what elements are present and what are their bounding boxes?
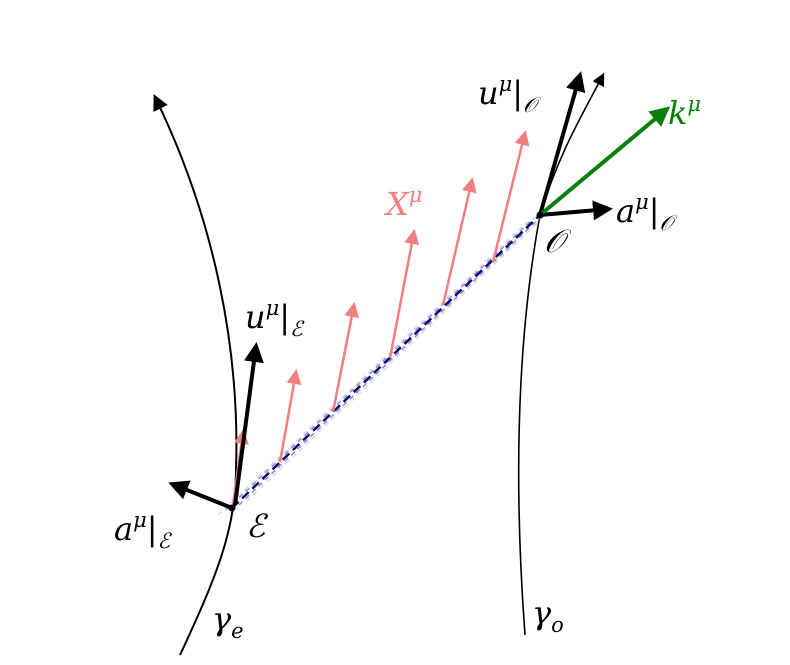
emitter-dot xyxy=(228,504,236,512)
label-u-emitter: uμ|ℰ xyxy=(245,296,305,341)
label-part: γ xyxy=(212,600,232,638)
label-part: μ xyxy=(133,508,147,532)
label-part: 𝒪 xyxy=(523,93,541,117)
label-observer-point: 𝒪 xyxy=(544,222,572,260)
label-part: e xyxy=(231,619,243,643)
label-k: kμ xyxy=(668,92,701,132)
ray-bundle xyxy=(217,207,554,516)
u-observer-arrow xyxy=(538,71,586,216)
label-a-observer: aμ|𝒪 xyxy=(616,190,678,235)
label-part: u xyxy=(245,298,266,336)
k-arrow xyxy=(538,106,671,217)
label-a-emitter: aμ|ℰ xyxy=(114,508,173,553)
label-part: μ xyxy=(687,92,701,116)
label-part: a xyxy=(616,192,635,230)
u-emitter-arrow xyxy=(233,342,264,506)
label-part: k xyxy=(668,94,687,132)
observer-dot xyxy=(536,211,544,219)
label-gamma-o: γo xyxy=(532,594,564,637)
label-part: X xyxy=(383,185,410,223)
label-part: μ xyxy=(635,190,649,214)
label-part: γ xyxy=(532,594,552,632)
a-observer-arrow xyxy=(539,200,613,221)
label-part: μ xyxy=(409,183,423,207)
label-part: ℰ xyxy=(158,529,173,553)
label-part: a xyxy=(114,510,133,548)
label-u-observer: uμ|𝒪 xyxy=(478,72,541,117)
label-part: o xyxy=(551,613,564,637)
label-part: u xyxy=(478,74,499,112)
label-part: μ xyxy=(499,72,513,96)
worldline-observer xyxy=(517,72,605,636)
label-emitter-point: ℰ xyxy=(246,507,269,545)
label-part: 𝒪 xyxy=(660,211,678,235)
label-gamma-e: γe xyxy=(212,600,244,643)
worldline-emitter xyxy=(153,94,238,656)
label-part: ℰ xyxy=(290,317,305,341)
a-emitter-arrow xyxy=(168,480,233,510)
label-part: μ xyxy=(266,296,280,320)
label-x: Xμ xyxy=(383,183,422,223)
